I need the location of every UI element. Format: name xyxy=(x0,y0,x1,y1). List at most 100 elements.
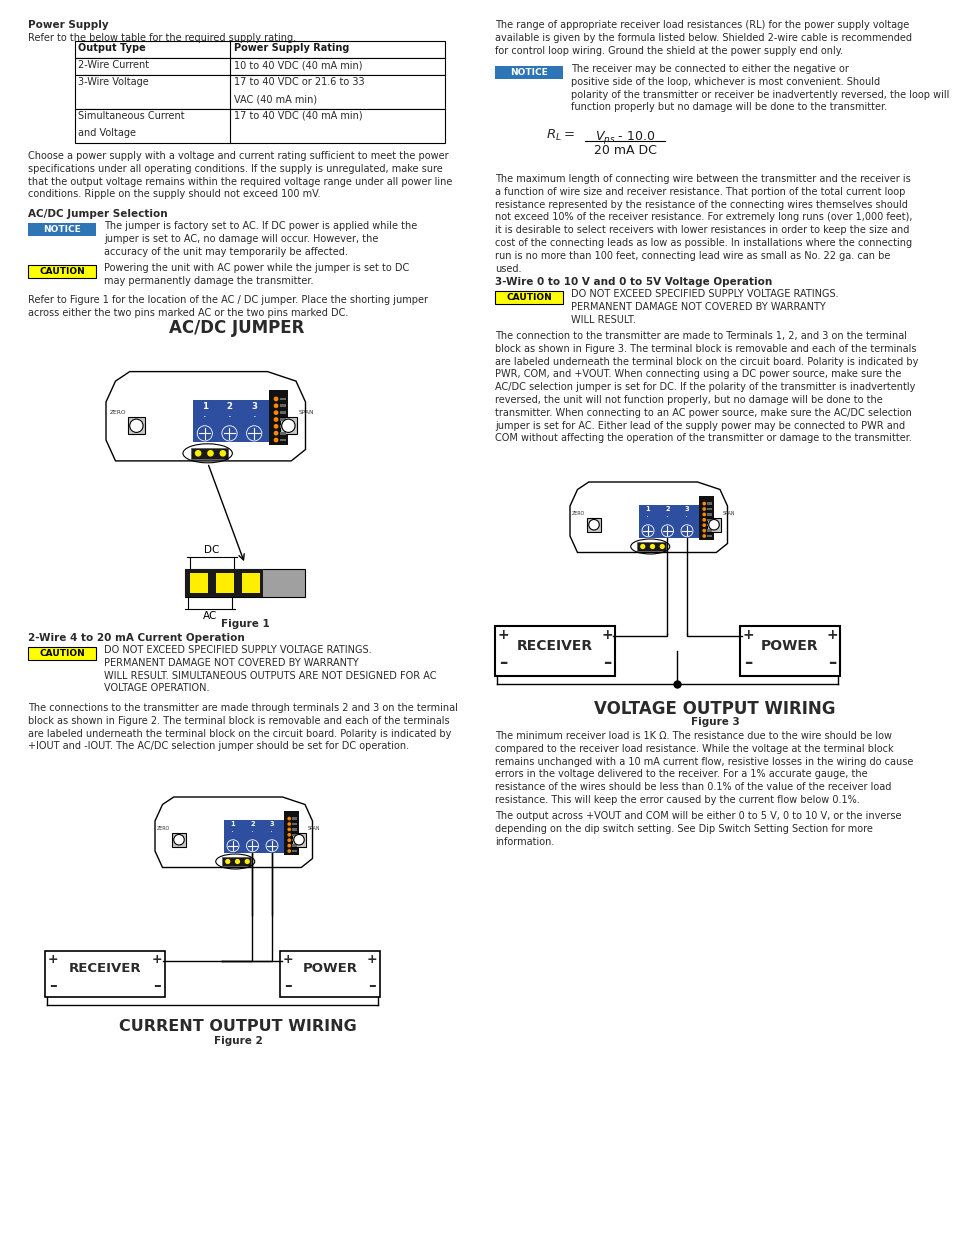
Circle shape xyxy=(274,424,278,429)
Bar xyxy=(292,832,305,846)
Circle shape xyxy=(246,840,258,852)
Bar xyxy=(75,58,444,75)
Text: POWER: POWER xyxy=(760,638,818,653)
Circle shape xyxy=(680,525,692,537)
Text: –: – xyxy=(284,978,292,993)
Circle shape xyxy=(701,524,705,527)
Bar xyxy=(279,432,285,435)
Bar xyxy=(292,850,296,852)
Circle shape xyxy=(701,534,705,538)
Bar xyxy=(279,419,285,421)
Bar xyxy=(292,834,296,836)
Text: DO NOT EXCEED SPECIFIED SUPPLY VOLTAGE RATINGS.
PERMANENT DAMAGE NOT COVERED BY : DO NOT EXCEED SPECIFIED SUPPLY VOLTAGE R… xyxy=(571,289,838,325)
Bar xyxy=(279,438,285,441)
Text: 2: 2 xyxy=(250,821,254,827)
Polygon shape xyxy=(569,482,727,552)
Bar xyxy=(28,647,96,659)
Bar xyxy=(279,404,285,408)
Text: NOTICE: NOTICE xyxy=(43,225,81,233)
Bar xyxy=(128,417,145,435)
Text: –: – xyxy=(743,655,751,672)
Text: SPAN: SPAN xyxy=(722,511,735,516)
Circle shape xyxy=(287,850,291,853)
Bar xyxy=(495,65,562,79)
Bar xyxy=(706,535,711,537)
Circle shape xyxy=(287,823,291,826)
Text: 2-Wire 4 to 20 mA Current Operation: 2-Wire 4 to 20 mA Current Operation xyxy=(28,634,245,643)
Bar xyxy=(190,573,208,593)
Text: CAUTION: CAUTION xyxy=(506,293,551,303)
Text: –: – xyxy=(827,655,835,672)
Circle shape xyxy=(234,858,240,864)
Bar xyxy=(706,503,711,505)
Bar xyxy=(224,820,284,852)
Bar xyxy=(75,109,444,143)
Circle shape xyxy=(266,840,277,852)
Bar xyxy=(292,818,296,820)
Text: The connections to the transmitter are made through terminals 2 and 3 on the ter: The connections to the transmitter are m… xyxy=(28,703,457,751)
Text: +: + xyxy=(282,953,293,966)
Text: Figure 2: Figure 2 xyxy=(213,1036,262,1046)
Bar xyxy=(215,573,233,593)
Polygon shape xyxy=(106,372,305,461)
Bar xyxy=(192,447,228,459)
Text: 20 mA DC: 20 mA DC xyxy=(593,144,656,157)
Text: Refer to Figure 1 for the location of the AC / DC jumper. Place the shorting jum: Refer to Figure 1 for the location of th… xyxy=(28,295,428,317)
Text: +: + xyxy=(825,629,837,642)
Text: Figure 3: Figure 3 xyxy=(690,718,739,727)
Circle shape xyxy=(281,419,294,432)
Bar xyxy=(242,573,260,593)
Bar xyxy=(740,626,840,676)
Bar xyxy=(45,951,165,997)
Text: –: – xyxy=(49,978,57,993)
Bar xyxy=(172,832,186,846)
Circle shape xyxy=(287,844,291,847)
Text: ·: · xyxy=(203,411,207,425)
Text: 17 to 40 VDC (40 mA min): 17 to 40 VDC (40 mA min) xyxy=(233,111,362,121)
Bar xyxy=(75,41,444,58)
Text: +: + xyxy=(48,953,58,966)
Bar xyxy=(279,398,285,400)
Text: Simultaneous Current: Simultaneous Current xyxy=(78,111,185,121)
Text: ·: · xyxy=(232,829,234,837)
Circle shape xyxy=(274,437,278,442)
Text: Power Supply: Power Supply xyxy=(28,20,109,30)
Text: RECEIVER: RECEIVER xyxy=(69,962,141,976)
Bar xyxy=(279,411,285,414)
Text: Refer to the below table for the required supply rating.: Refer to the below table for the require… xyxy=(28,33,295,43)
Bar xyxy=(280,951,379,997)
Bar xyxy=(279,425,285,427)
Circle shape xyxy=(294,835,304,845)
Text: AC: AC xyxy=(203,611,217,621)
Circle shape xyxy=(701,513,705,516)
Circle shape xyxy=(130,419,143,432)
Circle shape xyxy=(287,827,291,831)
Text: 17 to 40 VDC or 21.6 to 33: 17 to 40 VDC or 21.6 to 33 xyxy=(233,77,364,86)
Circle shape xyxy=(194,450,201,457)
Circle shape xyxy=(274,404,278,409)
Bar xyxy=(284,811,298,855)
Circle shape xyxy=(222,426,237,441)
Text: SPAN: SPAN xyxy=(298,410,314,415)
Circle shape xyxy=(708,520,719,530)
Text: Choose a power supply with a voltage and current rating sufficient to meet the p: Choose a power supply with a voltage and… xyxy=(28,151,452,199)
Circle shape xyxy=(227,840,239,852)
Bar xyxy=(75,75,444,109)
Text: 3-Wire 0 to 10 V and 0 to 5V Voltage Operation: 3-Wire 0 to 10 V and 0 to 5V Voltage Ope… xyxy=(495,277,771,287)
Text: The jumper is factory set to AC. If DC power is applied while the
jumper is set : The jumper is factory set to AC. If DC p… xyxy=(104,221,416,257)
Text: 3-Wire Voltage: 3-Wire Voltage xyxy=(78,77,149,86)
Circle shape xyxy=(274,410,278,415)
Text: +: + xyxy=(497,629,508,642)
Bar xyxy=(193,400,269,442)
Text: The connection to the transmitter are made to Terminals 1, 2, and 3 on the termi: The connection to the transmitter are ma… xyxy=(495,331,918,443)
Text: ·: · xyxy=(271,829,274,837)
Circle shape xyxy=(207,450,213,457)
Bar xyxy=(699,496,713,540)
Text: 2-Wire Current: 2-Wire Current xyxy=(78,61,149,70)
Bar xyxy=(495,291,562,304)
Text: +: + xyxy=(600,629,612,642)
Bar xyxy=(269,390,288,445)
Text: 2: 2 xyxy=(226,403,233,411)
Bar xyxy=(587,517,600,531)
Bar xyxy=(28,266,96,278)
